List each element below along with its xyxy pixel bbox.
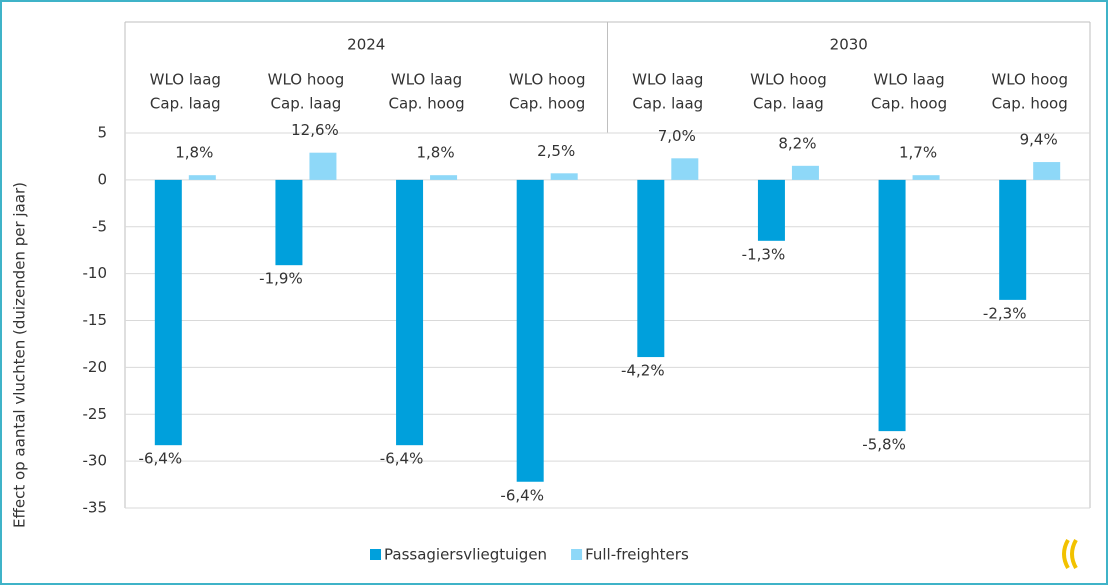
data-label: 1,8%: [175, 144, 213, 162]
data-label: 9,4%: [1020, 131, 1058, 149]
data-label: -6,4%: [500, 486, 544, 504]
y-tick-label: -5: [92, 217, 107, 235]
group-label: 2024: [347, 36, 385, 54]
bar: [999, 179, 1027, 300]
legend-label: Full-freighters: [585, 546, 689, 564]
x-tick-label: Cap. hoog: [389, 95, 465, 113]
x-tick-label: Cap. hoog: [992, 95, 1068, 113]
x-tick-label: Cap. laag: [632, 95, 703, 113]
y-axis-label: Effect op aantal vluchten (duizenden per…: [11, 182, 29, 528]
bar: [154, 179, 182, 446]
x-tick-label: WLO laag: [632, 71, 703, 89]
legend-swatch: [571, 549, 583, 560]
logo: [1062, 539, 1078, 569]
x-tick-label: WLO laag: [150, 71, 221, 89]
bar: [912, 175, 940, 180]
data-label: 1,8%: [417, 144, 455, 162]
bar: [1033, 162, 1061, 180]
x-tick-label: Cap. laag: [753, 95, 824, 113]
group-label: 2030: [830, 36, 868, 54]
bar: [791, 165, 819, 180]
data-label: 12,6%: [291, 121, 339, 139]
legend-label: Passagiersvliegtuigen: [384, 546, 547, 564]
bar: [430, 175, 458, 180]
x-tick-label: Cap. laag: [150, 95, 221, 113]
data-label: -2,3%: [983, 304, 1027, 322]
bar: [637, 179, 665, 358]
data-label: -6,4%: [380, 450, 424, 468]
data-label: 2,5%: [537, 142, 575, 160]
y-tick-label: -10: [83, 264, 108, 282]
y-tick-label: 0: [97, 170, 107, 188]
x-tick-label: Cap. hoog: [871, 95, 947, 113]
x-tick-label: Cap. hoog: [509, 95, 585, 113]
bar: [188, 175, 216, 180]
bar: [878, 179, 906, 432]
x-tick-label: WLO hoog: [991, 71, 1068, 89]
data-label: 8,2%: [778, 134, 816, 152]
x-tick-label: WLO hoog: [509, 71, 586, 89]
bar: [757, 179, 785, 241]
data-label: -6,4%: [139, 450, 183, 468]
data-label: -1,3%: [742, 245, 786, 263]
bar: [516, 179, 544, 482]
x-tick-label: WLO laag: [391, 71, 462, 89]
legend-swatch: [370, 549, 381, 560]
bar: [550, 173, 578, 180]
data-label: 1,7%: [899, 144, 937, 162]
bar: [396, 179, 424, 446]
bar: [275, 179, 303, 266]
x-tick-label: Cap. laag: [271, 95, 342, 113]
data-label: -4,2%: [621, 362, 665, 380]
x-tick-label: WLO laag: [873, 71, 944, 89]
y-tick-label: -20: [83, 358, 108, 376]
y-tick-label: 5: [97, 124, 107, 142]
bar: [309, 152, 337, 180]
bar: [671, 158, 699, 180]
x-tick-label: WLO hoog: [750, 71, 827, 89]
x-tick-label: WLO hoog: [268, 71, 345, 89]
data-label: 7,0%: [658, 127, 696, 145]
data-label: -1,9%: [259, 270, 303, 288]
y-tick-label: -35: [83, 499, 108, 517]
y-tick-label: -25: [83, 405, 108, 423]
y-tick-label: -15: [83, 311, 108, 329]
y-tick-label: -30: [83, 452, 108, 470]
data-label: -5,8%: [862, 436, 906, 454]
